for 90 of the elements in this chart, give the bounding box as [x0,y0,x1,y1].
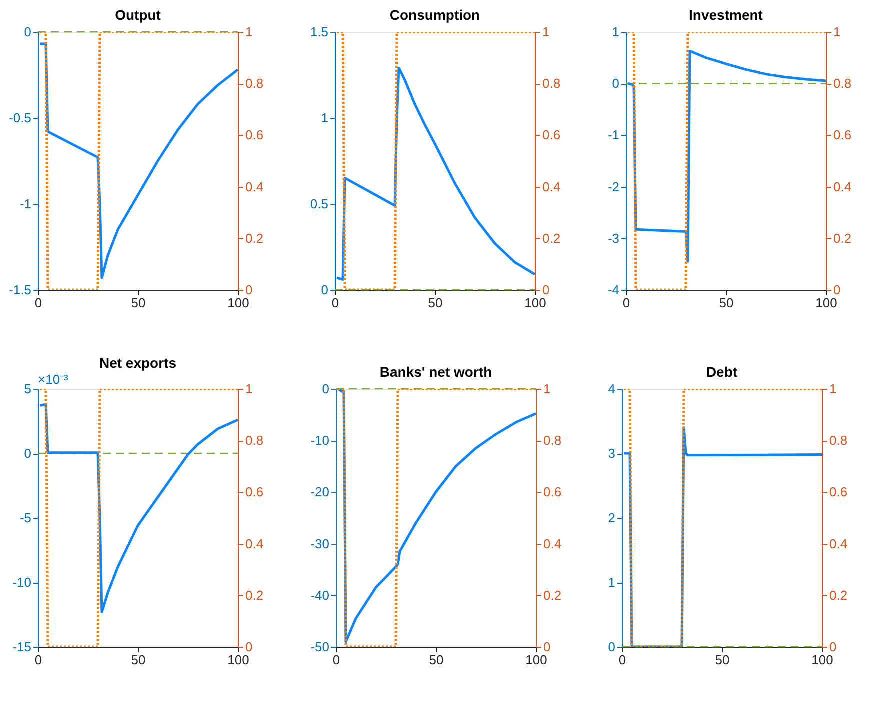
chart-title: Consumption [390,7,480,23]
y2-tick-label: 1 [544,382,551,396]
chart-title: Investment [689,7,764,23]
y-tick-label: -20 [310,484,330,500]
y-tick-label: 1 [608,575,616,590]
y2-tick-label: 0.6 [544,484,562,500]
y-tick-label: 5 [24,382,32,396]
y-tick-label: 0 [612,76,620,92]
y2-tick-label: 0.6 [834,128,852,143]
y-tick-label: 2 [608,510,616,526]
y2-tick-label: 0.6 [246,128,264,143]
y-tick-label: 1.5 [310,24,328,40]
y-tick-label: -0.5 [9,110,32,126]
y2-tick-label: 0 [246,282,253,298]
y-tick-label: -4 [608,282,620,298]
text: ×10⁻³ [38,372,70,387]
y-tick-label: 0.5 [310,196,328,212]
y2-tick-label: 0.8 [246,76,264,92]
y2-tick-label: 0.2 [830,588,848,603]
y-tick-label: -1.5 [9,282,32,298]
y2-tick-label: 0 [246,640,253,654]
y2-tick-label: 0 [542,282,550,298]
y2-tick-label: 0.8 [830,433,848,448]
y2-tick-label: 0.4 [834,179,852,194]
y-tick-label: -3 [608,230,620,246]
y2-tick-label: 1 [834,24,841,40]
x-tick-label: 100 [812,652,834,668]
y2-tick-label: 0 [834,282,841,298]
y-tick-label: -10 [12,575,32,590]
y2-tick-label: 0.8 [544,433,562,448]
y-tick-label: -10 [310,433,330,448]
y-tick-label: -40 [310,588,330,603]
chart-title: Net exports [99,355,177,371]
x-tick-label: 100 [524,296,546,310]
x-tick-label: 0 [332,296,340,310]
y2-tick-label: 0.4 [246,536,264,552]
x-tick-label: 0 [332,652,340,668]
y2-tick-label: 0.2 [246,588,264,603]
y2-tick-label: 1 [246,24,253,40]
y2-tick-label: 0 [544,640,551,654]
y2-tick-label: 0.4 [830,536,848,552]
y-tick-label: -5 [20,510,32,526]
y2-tick-label: 1 [830,382,837,396]
x-tick-label: 50 [131,652,146,668]
y2-tick-label: 0.8 [542,76,561,92]
y-tick-label: -1 [20,196,32,212]
y-tick-label: 0 [24,446,32,461]
y-tick-label: 0 [608,640,616,654]
x-tick-label: 100 [228,296,250,310]
y-tick-label: 1 [321,110,328,126]
y2-tick-label: 0.6 [246,484,264,500]
x-tick-label: 0 [622,296,630,310]
y2-tick-label: 0.4 [544,536,562,552]
y2-tick-label: 1 [542,24,550,40]
y-tick-label: 0 [321,282,328,298]
y-tick-label: 0 [24,24,32,40]
x-tick-label: 50 [131,296,146,310]
y-tick-label: 1 [612,24,620,40]
y-tick-label: 0 [322,382,330,396]
x-tick-label: 0 [34,296,42,310]
y2-tick-label: 0.2 [246,230,264,246]
y-tick-label: 3 [608,446,616,461]
y2-tick-label: 0 [830,640,837,654]
y2-tick-label: 0.2 [834,230,852,246]
x-tick-label: 50 [715,652,730,668]
x-tick-label: 100 [526,652,548,668]
chart-title: Debt [706,364,738,380]
x-tick-label: 100 [816,296,838,310]
y2-tick-label: 0.2 [544,588,562,603]
y-tick-label: -15 [12,640,32,654]
chart-title: Output [115,7,162,23]
y-tick-label: -2 [608,179,620,194]
y-tick-label: -50 [310,640,330,654]
y2-tick-label: 0.2 [542,230,561,246]
y-tick-label: -1 [608,128,620,143]
y2-tick-label: 1 [246,382,253,396]
y2-tick-label: 0.6 [542,128,561,143]
y2-tick-label: 0.8 [246,433,264,448]
y2-tick-label: 0.4 [246,179,264,194]
x-tick-label: 50 [429,652,444,668]
y2-tick-label: 0.8 [834,76,852,92]
chart-title: Banks' net worth [380,364,492,380]
x-tick-label: 0 [34,652,42,668]
y2-tick-label: 0.4 [542,179,561,194]
x-tick-label: 50 [428,296,443,310]
x-tick-label: 100 [228,652,250,668]
y-tick-label: -30 [310,536,330,552]
y-tick-label: 4 [608,382,616,396]
x-tick-label: 50 [719,296,734,310]
y2-tick-label: 0.6 [830,484,848,500]
